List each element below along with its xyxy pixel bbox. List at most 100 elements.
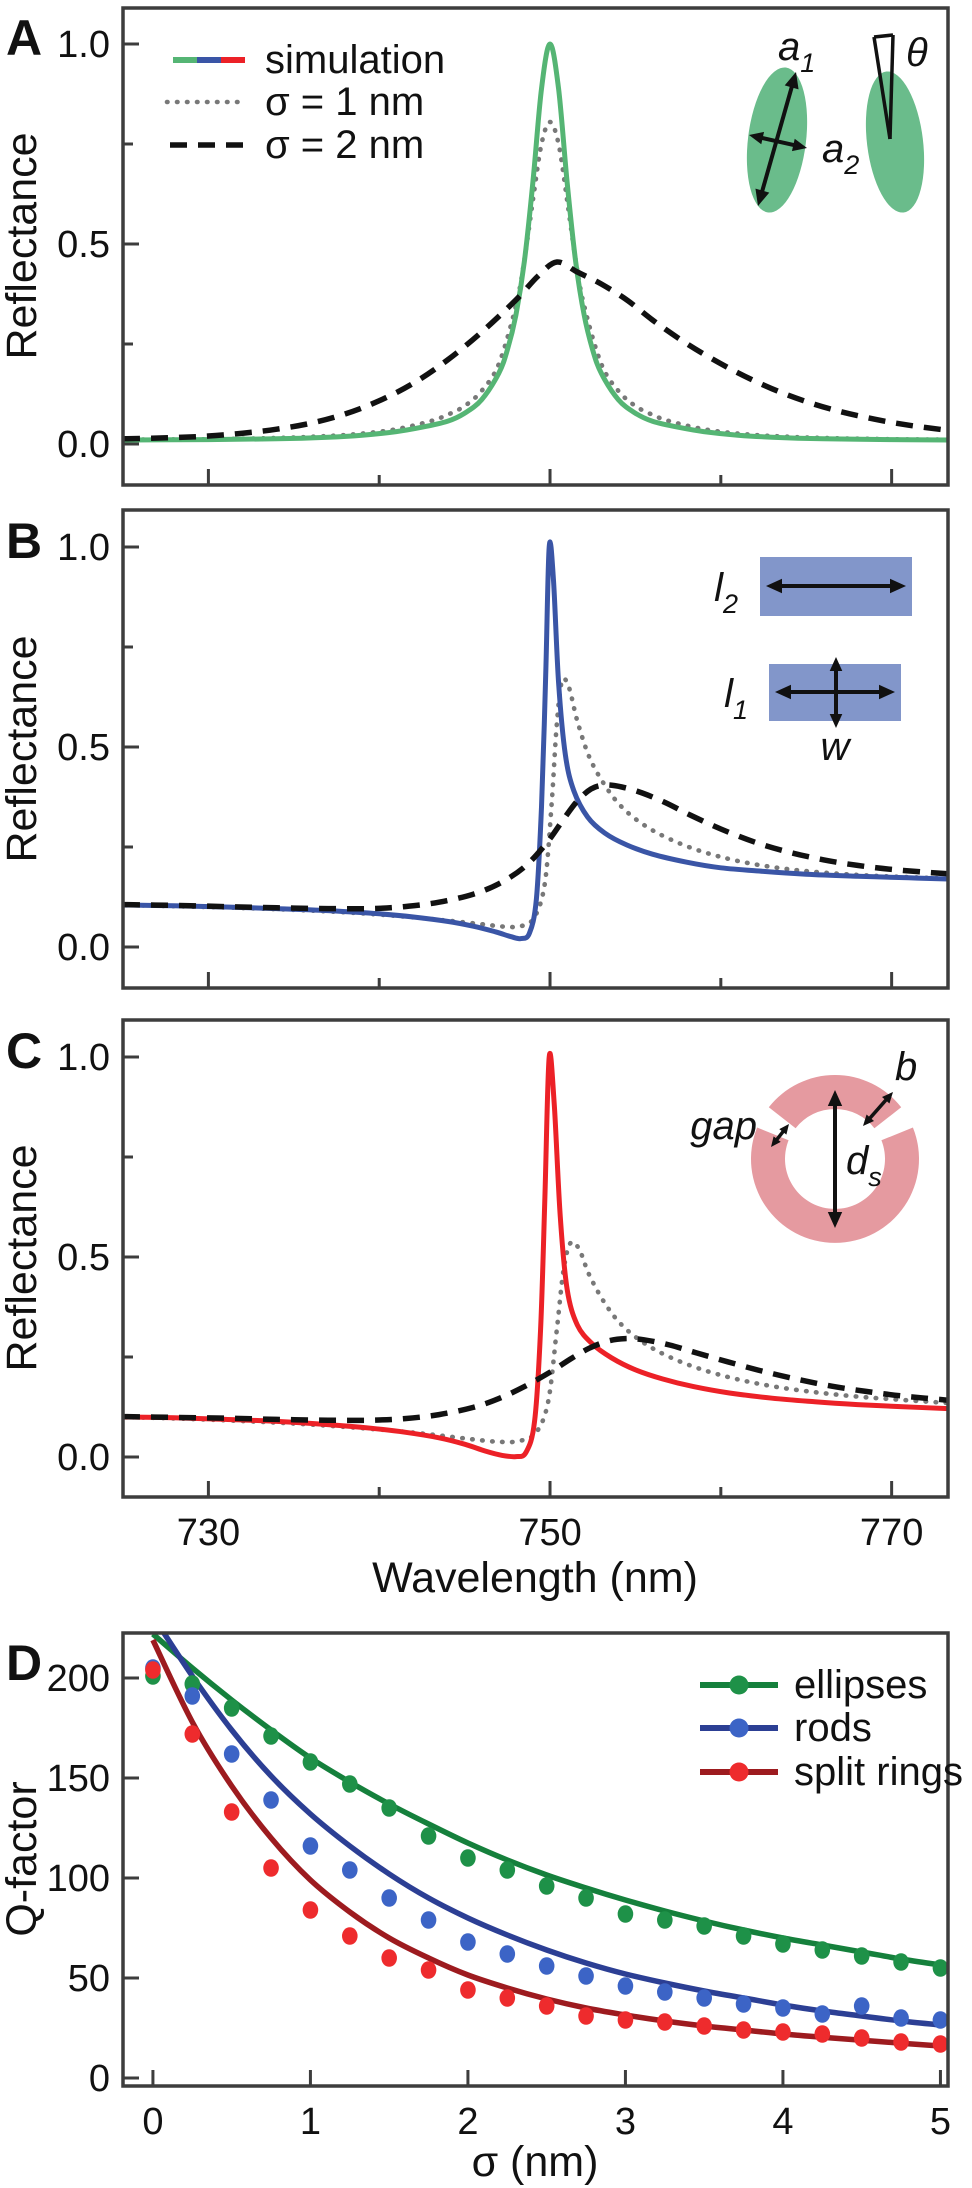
curve-dashed-b xyxy=(123,782,948,912)
curve-dashed-c xyxy=(123,1335,948,1424)
theta-cap-line xyxy=(873,33,894,39)
legend-label: split rings xyxy=(794,1750,963,1794)
x-axis-title: σ (nm) xyxy=(472,2138,599,2186)
y-tick-label: 0 xyxy=(89,2058,110,2100)
y-axis-title: Reflectance xyxy=(0,635,46,862)
arrow-head xyxy=(827,1090,843,1106)
y-tick-label: 100 xyxy=(47,1858,110,1900)
legend-marker xyxy=(729,1762,749,1782)
ticks xyxy=(123,545,894,988)
y-tick-label: 0.0 xyxy=(57,424,110,466)
panel-letter-a: A xyxy=(6,10,42,66)
plot-area-d xyxy=(145,1633,948,2053)
arrow-head xyxy=(771,1136,781,1147)
legend-label: σ = 1 nm xyxy=(265,80,424,124)
curve-solid-a xyxy=(123,41,948,443)
inset-label: gap xyxy=(690,1104,757,1148)
panel-letter-d: D xyxy=(6,1635,42,1691)
x-tick-label: 750 xyxy=(518,1512,581,1554)
x-tick-label: 770 xyxy=(860,1512,923,1554)
arrow-head xyxy=(766,578,782,594)
x-tick-label: 5 xyxy=(930,2101,951,2143)
y-tick-label: 0.0 xyxy=(57,1437,110,1479)
ellipse-shape-tilted xyxy=(865,71,925,213)
arrow-head xyxy=(779,1124,789,1135)
x-tick-label: 730 xyxy=(177,1512,240,1554)
panel-letter-c: C xyxy=(6,1023,42,1079)
inset-label: l1 xyxy=(724,672,748,725)
ticks xyxy=(123,42,894,485)
theta-vertical-line xyxy=(888,34,895,140)
arrow-line xyxy=(758,135,798,148)
y-tick-label: 0.0 xyxy=(57,927,110,969)
fit-line-split-rings xyxy=(150,1638,941,2049)
arrow-head xyxy=(755,188,770,206)
curve-dotted-b xyxy=(123,676,948,930)
fit-line-ellipses xyxy=(151,1633,941,1968)
axes-frame xyxy=(121,1631,950,2088)
axes-frame xyxy=(121,6,950,487)
curve-solid-c xyxy=(123,1051,948,1460)
plot-area-b xyxy=(123,539,948,942)
panel-c: 0.0 0.5 1.0 730 750 770 C Reflectance Wavelength… xyxy=(0,1018,950,1602)
y-axis-title: Reflectance xyxy=(0,1144,46,1371)
arrow-head xyxy=(879,684,895,700)
x-tick-label: 0 xyxy=(142,2101,163,2143)
data-points-split-rings xyxy=(145,1661,948,2053)
y-tick-label: 0.5 xyxy=(57,224,110,266)
y-tick-label: 1.0 xyxy=(57,1037,110,1079)
inset-rods: l2 l1 w xyxy=(714,557,912,769)
x-axis-title: Wavelength (nm) xyxy=(372,1554,698,1602)
y-axis-title: Q-factor xyxy=(0,1781,46,1936)
panel-b: 0.0 0.5 1.0 B Reflectance xyxy=(0,508,950,990)
ticks xyxy=(123,1055,894,1497)
theta-slant-line xyxy=(872,36,892,140)
x-tick-label: 4 xyxy=(772,2101,793,2143)
axes-frame xyxy=(121,508,950,990)
legend-label: σ = 2 nm xyxy=(265,123,424,167)
arrow-head xyxy=(749,131,765,145)
arrow-head xyxy=(784,72,799,90)
inset-label: θ xyxy=(906,31,928,75)
y-tick-label: 0.5 xyxy=(57,1237,110,1279)
fit-line-rods xyxy=(160,1633,941,2028)
y-tick-label: 200 xyxy=(47,1658,110,1700)
inset-label: a2 xyxy=(822,127,859,180)
x-tick-label: 2 xyxy=(457,2101,478,2143)
plot-area-a xyxy=(123,41,948,443)
panel-letter-b: B xyxy=(6,513,42,569)
ticks xyxy=(123,1676,942,2086)
arrow-head xyxy=(882,1092,893,1104)
arrow-line xyxy=(867,1097,889,1121)
data-points-ellipses xyxy=(145,1667,948,1977)
arrow-head xyxy=(791,138,807,152)
inset-label: w xyxy=(821,725,853,769)
arrow-head xyxy=(829,714,843,728)
x-tick-label: 1 xyxy=(300,2101,321,2143)
curve-solid-b xyxy=(123,539,948,942)
arrow-line xyxy=(759,82,795,196)
inset-label: b xyxy=(895,1045,917,1089)
inset-label: l2 xyxy=(714,566,738,619)
y-tick-label: 0.5 xyxy=(57,727,110,769)
inset-split-ring: gap b ds xyxy=(690,1045,919,1243)
legend-label: ellipses xyxy=(794,1663,927,1707)
legend-marker xyxy=(729,1675,749,1695)
arrow-head xyxy=(890,578,906,594)
inset-label: a1 xyxy=(778,25,815,78)
y-tick-label: 50 xyxy=(68,1958,110,2000)
y-tick-label: 150 xyxy=(47,1758,110,1800)
panel-a: 0.0 0.5 1.0 A Reflectance xyxy=(0,6,950,487)
legend-label: rods xyxy=(794,1706,872,1750)
legend-label: simulation xyxy=(265,38,445,82)
y-tick-label: 1.0 xyxy=(57,24,110,66)
y-tick-label: 1.0 xyxy=(57,527,110,569)
x-tick-label: 3 xyxy=(615,2101,636,2143)
arrow-head xyxy=(829,657,843,671)
legend-marker xyxy=(729,1718,749,1738)
arrow-head xyxy=(827,1212,843,1228)
panel-d: 0 50 100 150 200 0 1 2 3 4 5 D Q-factor σ (nm) xyxy=(0,1631,951,2186)
